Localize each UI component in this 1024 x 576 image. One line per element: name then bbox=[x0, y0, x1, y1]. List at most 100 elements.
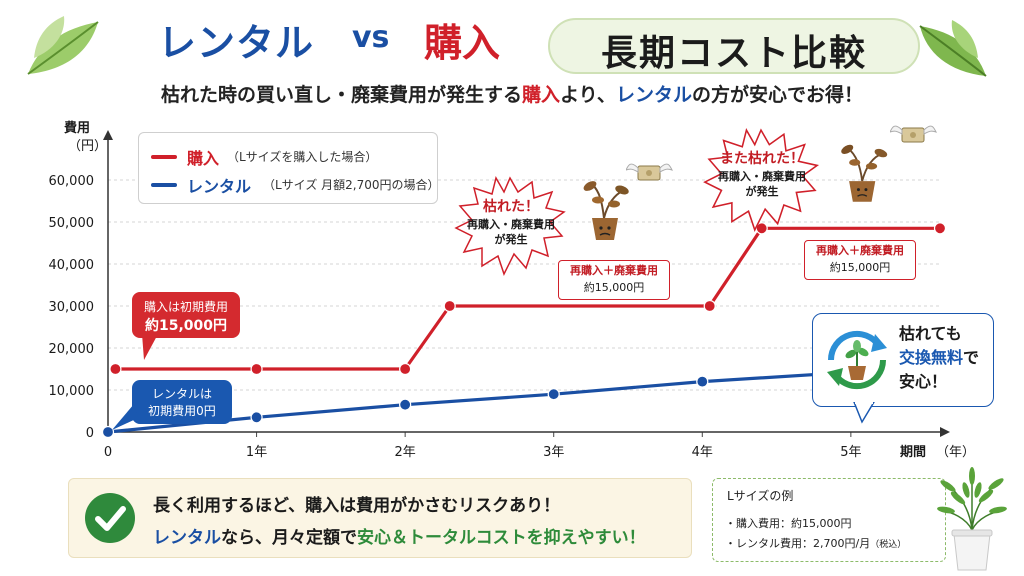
annotation-buy-initial-pointer bbox=[142, 334, 158, 360]
x-tick-label: 4年 bbox=[692, 445, 713, 460]
annotation-cost-1-line2: 約15,000円 bbox=[583, 281, 645, 294]
withered-text-2: また枯れた！ 再購入・廃棄費用 が発生 bbox=[714, 150, 810, 199]
annotation-cost-2-line1: 再購入＋廃棄費用 bbox=[816, 244, 904, 257]
annotation-buy-initial-line1: 購入は初期費用 bbox=[143, 300, 228, 314]
subtitle-rental: レンタル bbox=[615, 84, 692, 106]
withered-plant-icon bbox=[583, 181, 629, 240]
subtitle-buy: 購入 bbox=[522, 84, 561, 106]
subtitle-part1: 枯れた時の買い直し・廃棄費用が発生する bbox=[161, 84, 523, 106]
series-line-0 bbox=[115, 226, 940, 371]
summary-rental: レンタル bbox=[153, 528, 221, 548]
exchange-free-pointer bbox=[853, 402, 875, 424]
title-pill: 長期コスト比較 bbox=[548, 18, 920, 74]
summary-line1: 長く利用するほど、購入は費用がかさむリスクあり！ bbox=[153, 496, 561, 516]
annotation-rental-initial-pointer bbox=[112, 404, 138, 430]
data-point-1 bbox=[399, 398, 412, 411]
title-buy: 購入 bbox=[424, 21, 501, 65]
withered-line-1b: が発生 bbox=[494, 233, 528, 246]
data-point-0 bbox=[443, 299, 456, 313]
flying-money-icon bbox=[626, 163, 673, 181]
withered-plant-2-icon bbox=[841, 144, 888, 202]
legend-swatch-buy bbox=[151, 155, 177, 159]
x-axis-arrow bbox=[940, 427, 950, 437]
title-vs: vs bbox=[352, 20, 390, 55]
withered-line-2a: 再購入・廃棄費用 bbox=[718, 170, 806, 183]
title-bar: レンタル vs 購入 長期コスト比較 bbox=[0, 6, 1024, 74]
withered-heading-1: 枯れた！ bbox=[483, 199, 539, 215]
page-title: 長期コスト比較 bbox=[600, 33, 867, 74]
annotation-cost-1: 再購入＋廃棄費用 約15,000円 bbox=[558, 260, 670, 300]
summary-mid: なら、月々定額で bbox=[221, 528, 357, 548]
legend-label-buy: 購入 bbox=[187, 149, 220, 168]
exchange-free-line2-rest: で bbox=[963, 348, 980, 367]
annotation-cost-2: 再購入＋廃棄費用 約15,000円 bbox=[804, 240, 916, 280]
check-icon bbox=[85, 493, 135, 543]
potted-plant-icon bbox=[937, 467, 1007, 571]
annotation-cost-2-line2: 約15,000円 bbox=[829, 261, 891, 274]
title-rental: レンタル bbox=[158, 21, 315, 65]
y-tick-label: 0 bbox=[86, 426, 94, 441]
size-example-rental: ・レンタル費用：2,700円/月（税込） bbox=[725, 535, 906, 551]
data-point-0 bbox=[703, 299, 716, 313]
leaf-decoration-left-icon bbox=[27, 16, 99, 75]
x-tick-label: 0 bbox=[104, 445, 112, 460]
exchange-free-line1: 枯れても bbox=[899, 324, 962, 343]
leaf-decoration-right-icon bbox=[919, 20, 987, 77]
series-line-1 bbox=[107, 371, 837, 434]
size-example-rental-tax: （税込） bbox=[870, 540, 907, 550]
data-point-1 bbox=[696, 375, 709, 388]
exchange-cycle-icon bbox=[827, 330, 887, 390]
legend-note-rental: （Lサイズ 月額2,700円の場合） bbox=[263, 178, 440, 192]
data-point-0 bbox=[399, 362, 412, 376]
withered-burst-2 bbox=[703, 128, 820, 232]
y-tick-label: 60,000 bbox=[49, 174, 95, 189]
data-point-1 bbox=[101, 425, 115, 439]
annotation-cost-1-line1: 再購入＋廃棄費用 bbox=[570, 264, 658, 277]
y-axis-arrow bbox=[103, 130, 113, 140]
withered-line-2b: が発生 bbox=[745, 185, 779, 198]
x-tick-label: 1年 bbox=[246, 445, 267, 460]
data-point-0 bbox=[109, 362, 122, 376]
subtitle: 枯れた時の買い直し・廃棄費用が発生する購入より、レンタルの方が安心でお得！ bbox=[0, 80, 1024, 107]
exchange-free-line2: 交換無料で bbox=[899, 346, 991, 370]
flying-money-2-icon bbox=[890, 125, 937, 143]
exchange-free-callout: 枯れても 交換無料で 安心！ bbox=[812, 313, 994, 407]
exchange-free-line3: 安心！ bbox=[899, 372, 948, 391]
x-axis-unit: （年） bbox=[936, 445, 975, 460]
x-tick-label: 5年 bbox=[840, 445, 861, 460]
summary-highlight: 安心＆トータルコストを抑えやすい！ bbox=[357, 528, 646, 548]
subtitle-part3: の方が安心でお得！ bbox=[691, 84, 863, 106]
y-tick-label: 20,000 bbox=[49, 342, 95, 357]
legend-note-buy: （Lサイズを購入した場合） bbox=[227, 150, 378, 164]
exchange-free-text: 枯れても 交換無料で 安心！ bbox=[899, 322, 991, 394]
withered-line-1a: 再購入・廃棄費用 bbox=[467, 218, 555, 231]
y-tick-label: 30,000 bbox=[49, 300, 95, 315]
summary-line2: レンタルなら、月々定額で安心＆トータルコストを抑えやすい！ bbox=[153, 523, 646, 548]
y-axis-unit: （円） bbox=[68, 139, 107, 154]
legend: 購入 （Lサイズを購入した場合） レンタル （Lサイズ 月額2,700円の場合） bbox=[138, 132, 440, 204]
x-tick-label: 3年 bbox=[543, 445, 564, 460]
data-point-1 bbox=[547, 388, 560, 401]
size-example-box: Lサイズの例 ・購入費用：約15,000円 ・レンタル費用：2,700円/月（税… bbox=[712, 478, 946, 562]
exchange-free-highlight: 交換無料 bbox=[899, 348, 964, 367]
annotation-buy-initial: 購入は初期費用 約15,000円 bbox=[132, 292, 240, 338]
y-tick-label: 10,000 bbox=[49, 384, 95, 399]
x-tick-label: 2年 bbox=[395, 445, 416, 460]
x-axis-label: 期間 bbox=[900, 445, 926, 460]
legend-swatch-rental bbox=[151, 183, 177, 187]
data-point-1 bbox=[250, 411, 263, 424]
data-point-0 bbox=[933, 222, 947, 235]
subtitle-part2: より、 bbox=[560, 84, 616, 106]
y-axis-label: 費用 bbox=[64, 120, 90, 136]
y-tick-label: 50,000 bbox=[49, 216, 95, 231]
withered-burst-1 bbox=[454, 176, 566, 276]
summary-box: 長く利用するほど、購入は費用がかさむリスクあり！ レンタルなら、月々定額で安心＆… bbox=[68, 478, 692, 558]
annotation-rental-initial-line2: 初期費用0円 bbox=[148, 404, 216, 418]
withered-text-1: 枯れた！ 再購入・廃棄費用 が発生 bbox=[466, 198, 556, 247]
size-example-rental-main: ・レンタル費用：2,700円/月 bbox=[725, 537, 871, 550]
data-point-0 bbox=[250, 362, 263, 376]
annotation-rental-initial: レンタルは 初期費用0円 bbox=[132, 380, 232, 424]
annotation-rental-initial-line1: レンタルは bbox=[151, 387, 212, 401]
